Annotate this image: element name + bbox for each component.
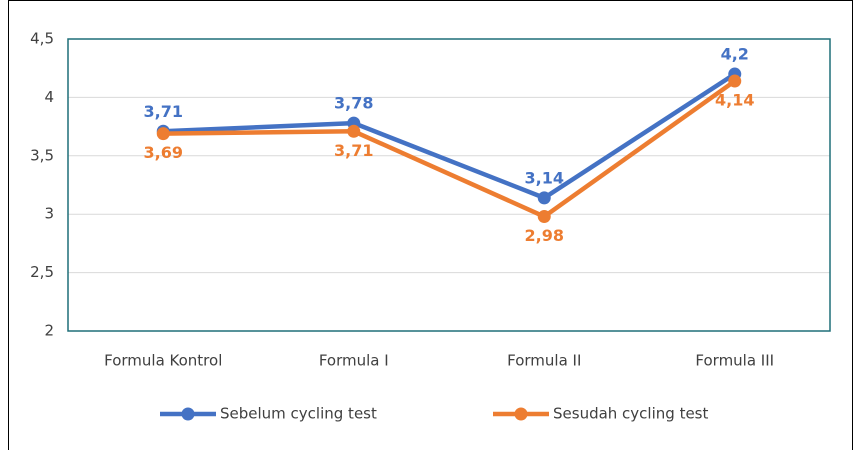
y-tick-label: 3 [44, 205, 54, 223]
data-label: 3,71 [144, 102, 183, 121]
x-tick-label: Formula Kontrol [104, 352, 222, 370]
y-tick-label: 2 [44, 322, 54, 340]
point-marker [156, 127, 170, 141]
legend-label: Sebelum cycling test [220, 405, 377, 423]
data-label: 3,78 [334, 94, 373, 113]
point-marker [537, 191, 551, 205]
data-label: 4,14 [715, 91, 754, 110]
legend-marker [181, 407, 195, 421]
y-tick-label: 3,5 [30, 146, 54, 164]
plot-border [67, 38, 831, 332]
series-line [163, 72, 736, 201]
data-label: 2,98 [525, 226, 564, 245]
point-marker [537, 210, 551, 224]
y-tick-label: 2,5 [30, 263, 54, 281]
data-label: 3,71 [334, 141, 373, 160]
data-label: 3,69 [144, 143, 183, 162]
x-tick-label: Formula III [695, 352, 774, 370]
point-marker [728, 74, 742, 88]
data-label: 4,2 [721, 45, 749, 64]
legend-label: Sesudah cycling test [553, 405, 708, 423]
point-marker [347, 124, 361, 138]
y-tick-label: 4,5 [30, 30, 54, 48]
x-tick-label: Formula I [319, 352, 389, 370]
y-tick-label: 4 [44, 88, 54, 106]
series-line [163, 79, 737, 219]
data-label: 3,14 [525, 168, 564, 187]
x-tick-label: Formula II [507, 352, 581, 370]
legend-marker [514, 407, 528, 421]
